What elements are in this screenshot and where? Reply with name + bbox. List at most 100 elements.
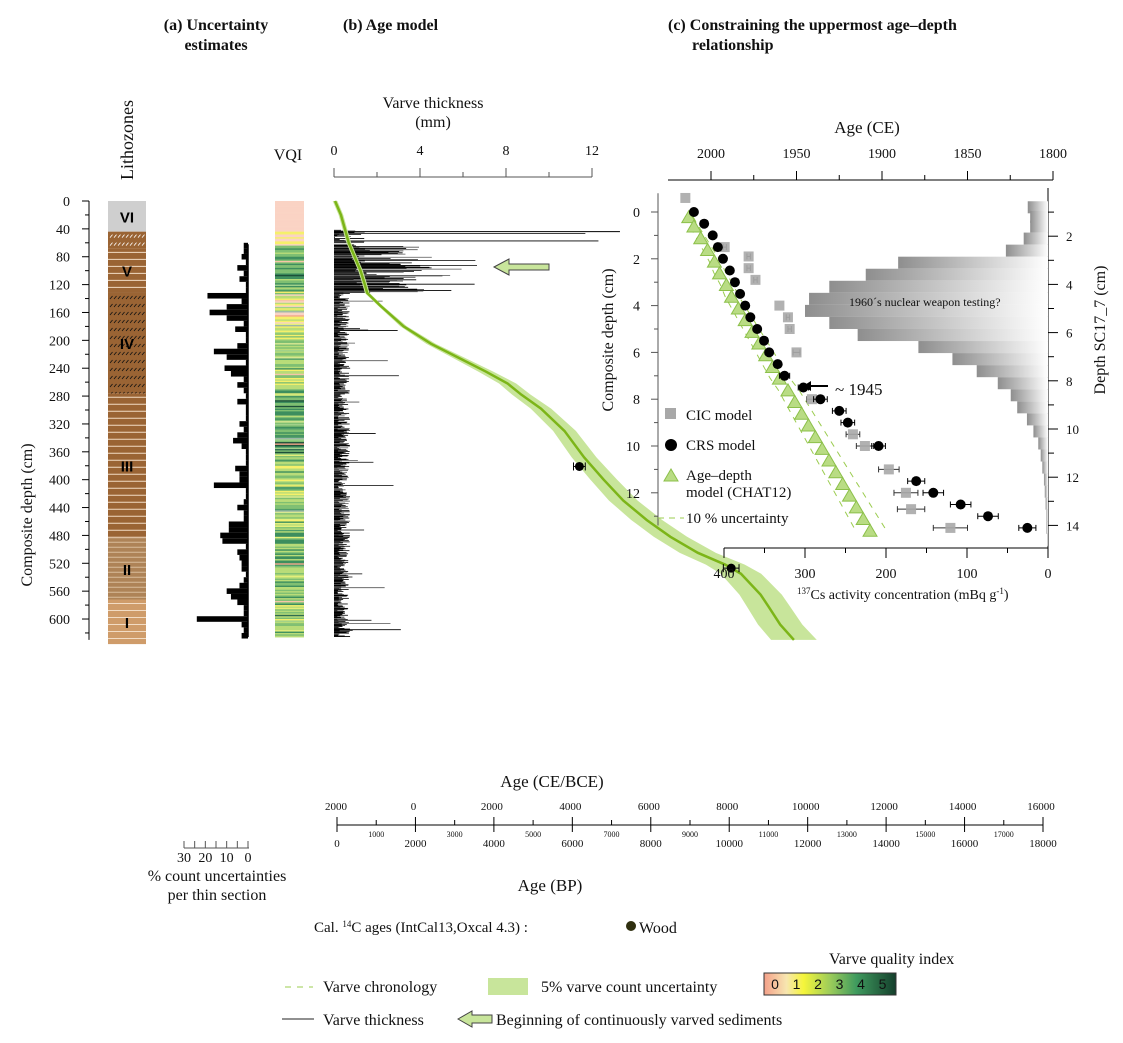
vqi-stripe: [275, 503, 304, 506]
vqi-stripe: [275, 625, 304, 628]
vqi-stripe: [275, 621, 304, 624]
hatch-mark: [117, 351, 121, 356]
hatch-mark: [113, 335, 117, 340]
chat12-point: [827, 464, 844, 479]
panel-a-title-2: estimates: [184, 37, 247, 54]
vqi-stripe: [275, 345, 304, 348]
hatch-mark: [117, 335, 121, 340]
thickness-tick-label: 0: [331, 144, 338, 159]
lithozone-I: [108, 599, 146, 645]
cs137-bar: [1046, 509, 1048, 522]
cs137-bar: [829, 316, 1048, 329]
uncertainty-bar: [226, 354, 248, 360]
age-model-plot: [332, 200, 817, 641]
uncertainty-bar: [196, 616, 248, 622]
hatch-mark: [137, 343, 141, 348]
vqi-stripe: [275, 462, 304, 465]
cs137-bar: [1033, 425, 1048, 438]
vqi-stripe: [275, 619, 304, 621]
vqi-stripe: [275, 525, 304, 528]
uncertainty-bar: [239, 421, 248, 427]
hatch-mark: [141, 303, 145, 308]
vqi-stripe: [275, 283, 304, 285]
hatch-mark: [125, 327, 129, 332]
vqi-stripe: [275, 260, 304, 263]
count-uncertainty-axis: 30 20 10 0: [177, 841, 252, 866]
hatch-mark: [109, 367, 113, 372]
bp-tick-label: 10000: [715, 838, 743, 850]
bp-tick-label: 8000: [640, 838, 663, 850]
vqi-stripe: [275, 270, 304, 273]
vqi-stripe: [275, 400, 304, 402]
chat12-point: [786, 394, 803, 409]
vqi-colorbar: [763, 972, 897, 996]
vqi-stripe: [275, 295, 304, 298]
cs137-bar: [1038, 437, 1048, 450]
crs-point: [764, 347, 775, 358]
hatch-mark: [109, 343, 113, 348]
vqi-stripe: [275, 458, 304, 461]
chat12-point: [692, 230, 709, 245]
vqi-stripe: [275, 561, 304, 564]
hatch-mark: [137, 335, 141, 340]
composite-depth-tick-label: 4: [633, 300, 640, 315]
vqi-stripe: [275, 379, 304, 382]
composite-depth-c-label: Composite depth (cm): [600, 268, 617, 411]
hatch-mark: [125, 335, 129, 340]
lithozone-label: II: [123, 562, 131, 579]
crs-point: [740, 300, 751, 311]
vqi-stripe: [275, 630, 304, 632]
hatch-mark: [117, 311, 121, 316]
hatch-mark: [129, 327, 133, 332]
vqi-stripe: [275, 540, 304, 543]
uncertainty-bar: [230, 593, 248, 600]
uncertainty-bar: [245, 488, 248, 494]
chat12-point: [686, 219, 702, 233]
vqi-stripe: [275, 259, 304, 262]
bp-tick-label: 12000: [794, 838, 822, 850]
vqi-stripe: [275, 301, 304, 304]
hatch-mark: [133, 319, 137, 324]
vqi-stripe: [275, 403, 304, 405]
vqi-stripe: [275, 253, 304, 256]
cs137-bar: [976, 365, 1048, 378]
vqi-stripe: [275, 272, 304, 274]
hatch-mark: [109, 375, 113, 380]
vqi-stripe: [275, 368, 304, 370]
vqi-stripe: [275, 312, 304, 315]
vqi-stripe: [275, 377, 304, 380]
vqi-stripe: [275, 201, 304, 203]
vqi-stripe: [275, 501, 304, 504]
uncertainty-bar: [237, 265, 248, 271]
vqi-stripe: [275, 564, 304, 567]
hatch-mark: [113, 242, 117, 246]
composite-depth-tick-label: 2: [633, 253, 640, 268]
crs-point: [983, 511, 994, 522]
hatch-mark: [121, 327, 125, 332]
panel-a-title: (a) Uncertainty: [164, 17, 268, 34]
vqi-stripe: [275, 382, 304, 384]
vqi-stripe: [275, 281, 304, 284]
vqi-stripe: [275, 384, 304, 387]
vqi-stripe: [275, 539, 304, 542]
hatch-mark: [137, 327, 141, 332]
age-ce-tick-label: 1800: [1039, 147, 1067, 162]
uncertainty-bar: [228, 521, 248, 528]
hatch-mark: [109, 351, 113, 356]
hatch-mark: [141, 383, 145, 388]
crs-point: [873, 441, 884, 451]
crs-point: [745, 312, 756, 323]
vqi-stripe: [275, 575, 304, 578]
vqi-stripe: [275, 623, 304, 625]
vqi-stripe: [275, 391, 304, 394]
vqi-stripe: [275, 341, 304, 344]
hatch-mark: [121, 319, 125, 324]
vqi-stripe: [275, 596, 304, 599]
chat-legend-label-2: model (CHAT12): [686, 485, 791, 501]
hatch-mark: [117, 234, 121, 238]
hatch-mark: [133, 311, 137, 316]
lithozone-II: [108, 538, 146, 600]
vqi-stripe: [275, 401, 304, 404]
hatch-mark: [109, 319, 113, 324]
vqi-stripe: [275, 479, 304, 482]
